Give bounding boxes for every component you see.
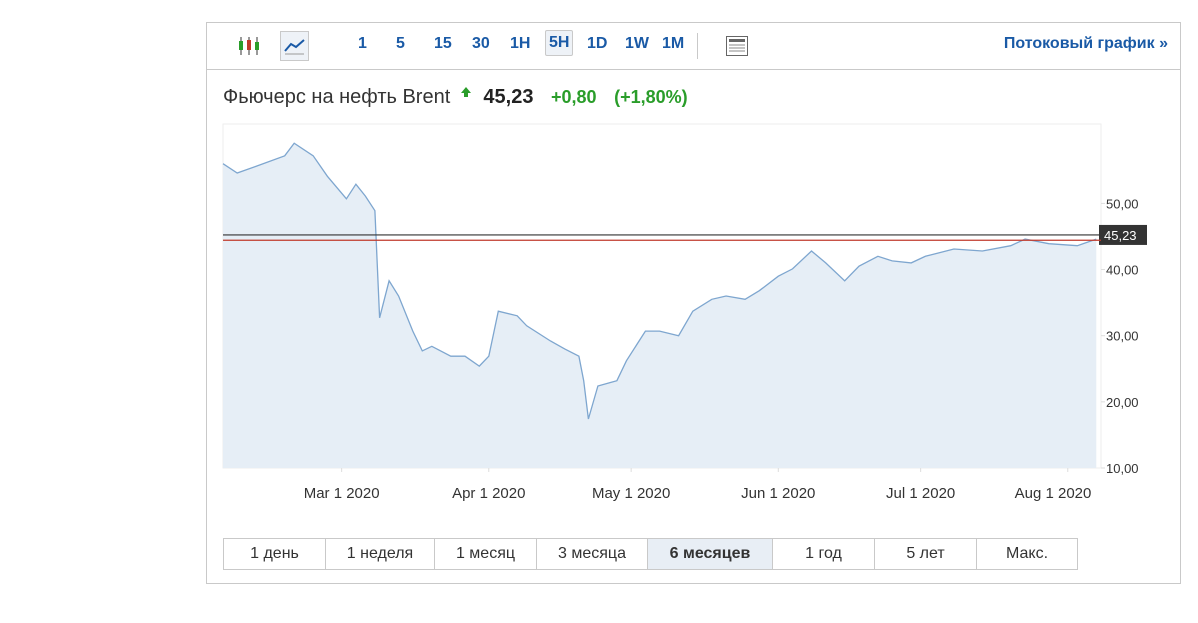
range-button[interactable]: Макс. <box>1005 545 1049 562</box>
instrument-header: Фьючерс на нефть Brent 45,23 +0,80 (+1,8… <box>223 86 688 109</box>
range-button[interactable]: 3 месяца <box>537 539 648 569</box>
x-tick-label: Jun 1 2020 <box>741 485 815 502</box>
candlestick-icon[interactable] <box>237 35 261 57</box>
interval-button[interactable]: 1W <box>625 35 649 52</box>
x-tick-label: Aug 1 2020 <box>1015 485 1092 502</box>
x-tick-label: Jul 1 2020 <box>886 485 955 502</box>
table-icon[interactable] <box>726 36 748 56</box>
interval-button[interactable]: 1M <box>662 35 685 52</box>
y-tick-label: 10,00 <box>1106 461 1139 476</box>
chart-widget: 1 5 15 30 1H 5H 1D 1W 1M Потоковый график » Фьюч… <box>206 22 1181 584</box>
y-tick-label: 20,00 <box>1106 395 1139 410</box>
x-tick-label: Apr 1 2020 <box>452 485 525 502</box>
y-tick-label: 40,00 <box>1106 263 1139 278</box>
separator <box>697 33 698 59</box>
streaming-link[interactable]: Потоковый график » <box>1003 35 1168 52</box>
y-tick-label: 50,00 <box>1106 196 1139 211</box>
price-tag-label: 45,23 <box>1104 228 1137 243</box>
range-button[interactable]: 1 день <box>224 539 326 569</box>
range-button[interactable]: 1 неделя <box>326 539 435 569</box>
range-button[interactable]: 1 год <box>773 539 875 569</box>
change: +0,80 <box>551 87 597 107</box>
interval-button[interactable]: 30 <box>472 35 490 52</box>
range-button[interactable]: 6 месяцев <box>648 539 773 569</box>
price-tag <box>1099 224 1147 245</box>
price-line <box>222 142 1097 420</box>
range-button[interactable]: 5 лет <box>875 539 977 569</box>
x-tick-label: May 1 2020 <box>592 485 670 502</box>
chart: Investing.com45,2310,0020,0030,0040,0050… <box>222 123 1147 502</box>
interval-button[interactable]: 5 <box>396 35 405 52</box>
instrument-name: Фьючерс на нефть Brent <box>223 86 451 108</box>
interval-button[interactable]: 5H <box>545 30 574 56</box>
range-buttons: 1 день 1 неделя 1 месяц 3 месяца 6 месяцев 1 … <box>223 538 1078 570</box>
toolbar: 1 5 15 30 1H 5H 1D 1W 1M Потоковый график » <box>207 23 1180 70</box>
interval-button[interactable]: 1H <box>510 35 531 52</box>
price: 45,23 <box>483 86 534 108</box>
line-icon[interactable] <box>280 31 309 61</box>
price-area <box>223 143 1097 468</box>
interval-button[interactable]: 1D <box>587 35 608 52</box>
interval-button[interactable]: 15 <box>434 35 452 52</box>
x-tick-label: Mar 1 2020 <box>304 485 380 502</box>
interval-button[interactable]: 1 <box>358 35 367 52</box>
up-arrow <box>460 87 471 97</box>
change-percent: (+1,80%) <box>614 87 688 107</box>
range-button[interactable]: 1 месяц <box>435 539 537 569</box>
y-tick-label: 30,00 <box>1106 329 1139 344</box>
